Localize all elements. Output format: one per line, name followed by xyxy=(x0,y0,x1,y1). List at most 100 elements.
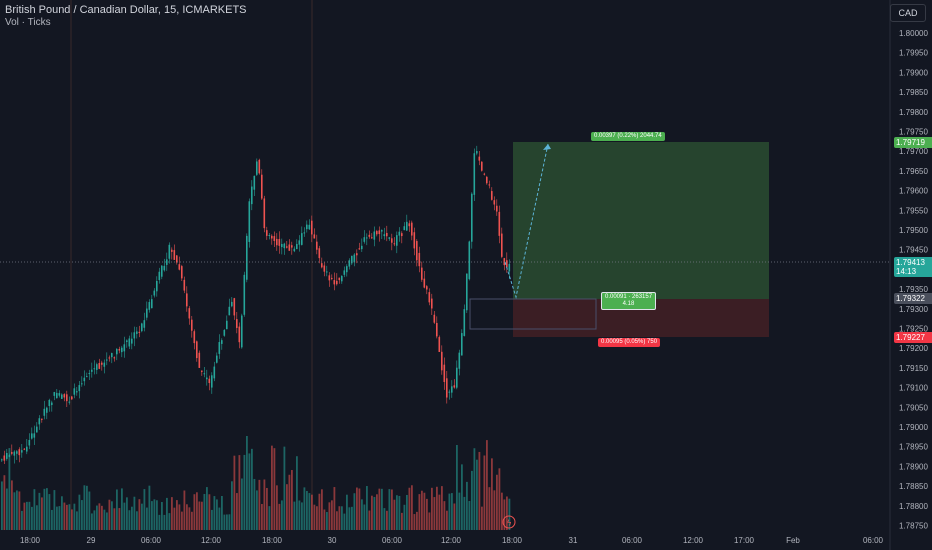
volume-bar xyxy=(263,479,266,530)
volume-bar xyxy=(291,470,293,530)
volume-bar xyxy=(426,498,428,530)
volume-bar xyxy=(268,506,271,530)
candle-body xyxy=(341,275,343,282)
volume-bar xyxy=(331,500,333,530)
candle-body xyxy=(241,315,243,348)
volume-bar xyxy=(211,509,213,530)
volume-bar xyxy=(411,485,413,530)
volume-bar xyxy=(343,513,346,530)
volume-bar xyxy=(316,506,318,530)
volume-bar xyxy=(131,506,133,530)
countdown-timer: 14:13 xyxy=(896,267,917,276)
volume-bar xyxy=(63,502,66,530)
candle-body xyxy=(213,366,216,379)
candle-body xyxy=(78,385,81,392)
volume-bar xyxy=(283,446,286,530)
volume-bar xyxy=(153,499,156,530)
candle-body xyxy=(501,233,503,257)
candle-body xyxy=(313,234,316,239)
volume-bar xyxy=(348,507,351,530)
candle-body xyxy=(396,235,398,246)
candle-body xyxy=(278,239,281,246)
candle-body xyxy=(196,341,198,359)
candle-body xyxy=(28,440,31,446)
volume-bar xyxy=(498,468,501,530)
stop-label[interactable]: 0.00095 (0.05%) 750 xyxy=(598,338,661,347)
price-tick: 1.80000 xyxy=(899,29,928,38)
entry-price-tag: 1.79322 xyxy=(894,293,932,304)
entry-box xyxy=(469,298,597,330)
candle-body xyxy=(186,293,188,307)
candle-body xyxy=(268,234,271,236)
volume-bar xyxy=(186,504,188,530)
candle-body xyxy=(58,393,61,396)
symbol-title[interactable]: British Pound / Canadian Dollar, 15, ICM… xyxy=(5,4,247,16)
volume-bar xyxy=(116,489,118,530)
volume-bar xyxy=(338,506,341,530)
candle-body xyxy=(328,275,331,281)
target-zone[interactable] xyxy=(513,142,769,299)
time-tick: 12:00 xyxy=(683,536,704,545)
price-tick: 1.79600 xyxy=(899,187,928,196)
candle-body xyxy=(356,253,358,256)
target-label[interactable]: 0.00397 (0.22%) 2044.74 xyxy=(591,132,665,141)
candle-body xyxy=(468,241,471,280)
candle-body xyxy=(236,319,238,328)
candle-body xyxy=(471,193,473,242)
volume-bar xyxy=(488,487,491,530)
candle-body xyxy=(251,186,253,205)
candle-body xyxy=(413,232,416,249)
volume-bar xyxy=(456,445,458,530)
candle-body xyxy=(298,240,301,245)
candle-body xyxy=(166,259,168,265)
volume-bar xyxy=(413,514,416,530)
entry-label-line1: 0.00091 · 263157 xyxy=(605,294,653,300)
volume-bar xyxy=(293,501,296,530)
candle-body xyxy=(383,234,386,237)
candle-body xyxy=(148,302,151,310)
candle-body xyxy=(293,248,296,252)
candle-body xyxy=(418,252,421,267)
price-tick: 1.79150 xyxy=(899,364,928,373)
price-tick: 1.79250 xyxy=(899,325,928,334)
volume-bar xyxy=(168,513,171,530)
price-tick: 1.79300 xyxy=(899,305,928,314)
volume-bar xyxy=(326,512,328,530)
candle-body xyxy=(86,376,88,378)
volume-bar xyxy=(361,499,363,530)
candle-body xyxy=(36,426,38,433)
grid-lines xyxy=(70,0,313,530)
lightning-icon[interactable] xyxy=(502,515,516,529)
candle-body xyxy=(493,200,496,205)
volume-bars xyxy=(1,435,511,530)
volume-bar xyxy=(386,510,388,530)
volume-bar xyxy=(458,492,461,530)
candle-body xyxy=(281,243,283,248)
currency-button[interactable]: CAD xyxy=(890,4,926,22)
candle-body xyxy=(391,238,393,243)
candle-body xyxy=(411,222,413,236)
candle-body xyxy=(476,151,478,154)
candle-body xyxy=(351,255,353,264)
volume-bar xyxy=(48,494,51,530)
position-tool[interactable] xyxy=(469,142,769,337)
candle-body xyxy=(491,191,493,200)
candle-body xyxy=(398,231,401,236)
volume-bar xyxy=(13,492,16,530)
volume-bar xyxy=(236,493,238,530)
volume-bar xyxy=(406,494,408,530)
candle-body xyxy=(88,373,91,375)
volume-bar xyxy=(81,500,83,530)
volume-bar xyxy=(466,481,468,530)
volume-bar xyxy=(98,503,101,530)
candle-body xyxy=(126,340,128,342)
entry-label[interactable]: 0.00091 · 263157 4.18 xyxy=(601,292,657,310)
candle-body xyxy=(143,320,146,328)
replay-button[interactable]: ϟ xyxy=(502,515,516,529)
volume-bar xyxy=(193,494,196,530)
volume-bar xyxy=(21,510,23,530)
candle-body xyxy=(21,450,23,453)
volume-bar xyxy=(313,504,316,530)
volume-indicator-title[interactable]: Vol · Ticks xyxy=(5,17,51,28)
